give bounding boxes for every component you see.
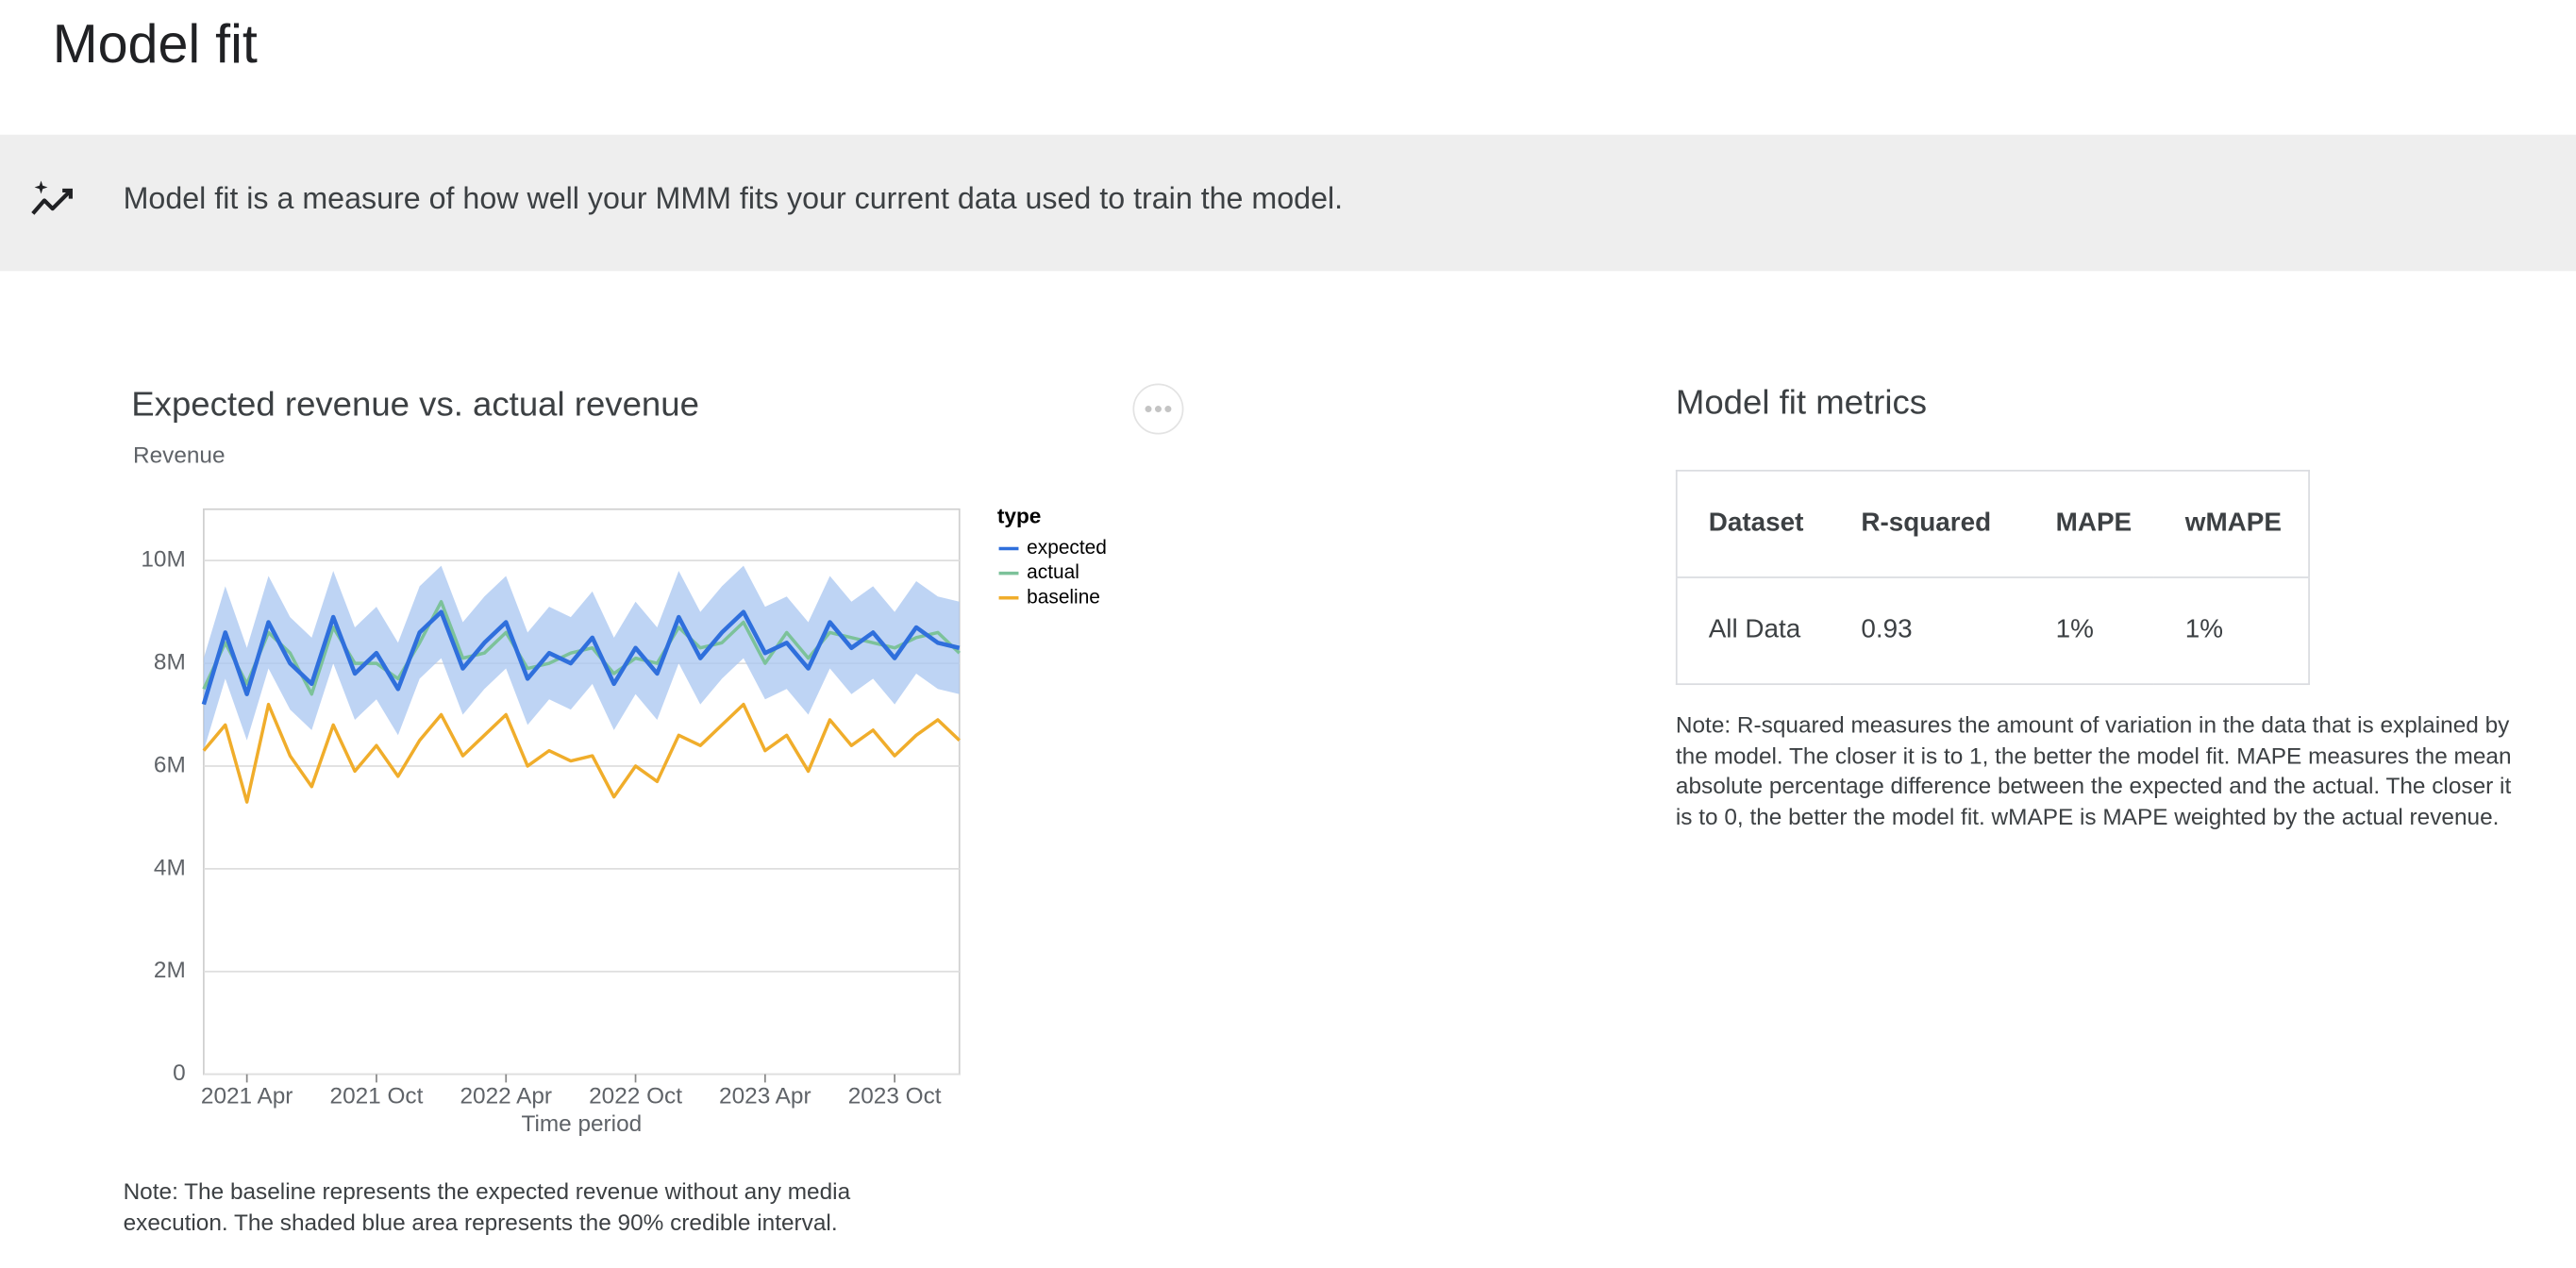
x-tick-label: 2021 Oct <box>330 1083 424 1109</box>
metrics-table: Dataset R-squared MAPE wMAPE All Data 0.… <box>1675 469 2310 686</box>
banner-text: Model fit is a measure of how well your … <box>123 180 1344 216</box>
header-cell: wMAPE <box>2153 470 2310 578</box>
header-cell: MAPE <box>2024 470 2154 578</box>
legend-label: baseline <box>1027 586 1100 608</box>
legend-title: type <box>997 504 1042 527</box>
series-line <box>201 609 961 706</box>
x-tick-label: 2022 Oct <box>589 1083 682 1109</box>
y-tick-label: 4M <box>154 855 186 880</box>
header-cell: Dataset <box>1676 470 1831 578</box>
x-tick-label: 2021 Apr <box>201 1083 293 1109</box>
legend-label: expected <box>1027 537 1107 559</box>
trend-icon <box>31 180 73 215</box>
y-tick-label: 10M <box>141 547 185 573</box>
y-axis-title: Revenue <box>133 442 226 468</box>
x-tick-label: 2023 Oct <box>848 1083 942 1109</box>
metrics-note: Note: R-squared measures the amount of v… <box>1675 710 2512 829</box>
table-cell: All Data <box>1708 615 1801 644</box>
chart-title: Expected revenue vs. actual revenue <box>131 386 699 425</box>
y-tick-label: 2M <box>154 958 186 983</box>
series-line <box>202 702 961 804</box>
header-cell: R-squared <box>1830 470 2025 578</box>
y-tick-label: 6M <box>154 752 186 777</box>
x-tick-label: 2022 Apr <box>460 1083 552 1109</box>
table-cell: 1% <box>2055 615 2094 644</box>
table-row: All Data 0.93 1% 1% <box>1677 577 2309 684</box>
more-button[interactable] <box>1132 383 1185 436</box>
table-cell: 0.93 <box>1861 615 1913 644</box>
y-tick-label: 0 <box>173 1060 186 1086</box>
table-header: Dataset R-squared MAPE wMAPE <box>1676 470 2310 578</box>
info-banner <box>0 134 2576 272</box>
table-cell: 1% <box>2184 615 2224 644</box>
chart: Revenue Time period type 0 2M 4M 6M 8M 10M 202… <box>133 442 1107 1137</box>
y-tick-label: 8M <box>154 650 186 676</box>
x-tick-label: 2023 Apr <box>719 1083 811 1109</box>
x-axis-title: Time period <box>521 1111 642 1137</box>
plot-area <box>203 508 961 1076</box>
metrics-title: Model fit metrics <box>1675 384 1928 423</box>
legend-label: actual <box>1027 561 1079 583</box>
page-title: Model fit <box>52 12 258 75</box>
chart-note: Note: The baseline represents the expect… <box>123 1177 851 1235</box>
credible-interval <box>203 565 960 751</box>
